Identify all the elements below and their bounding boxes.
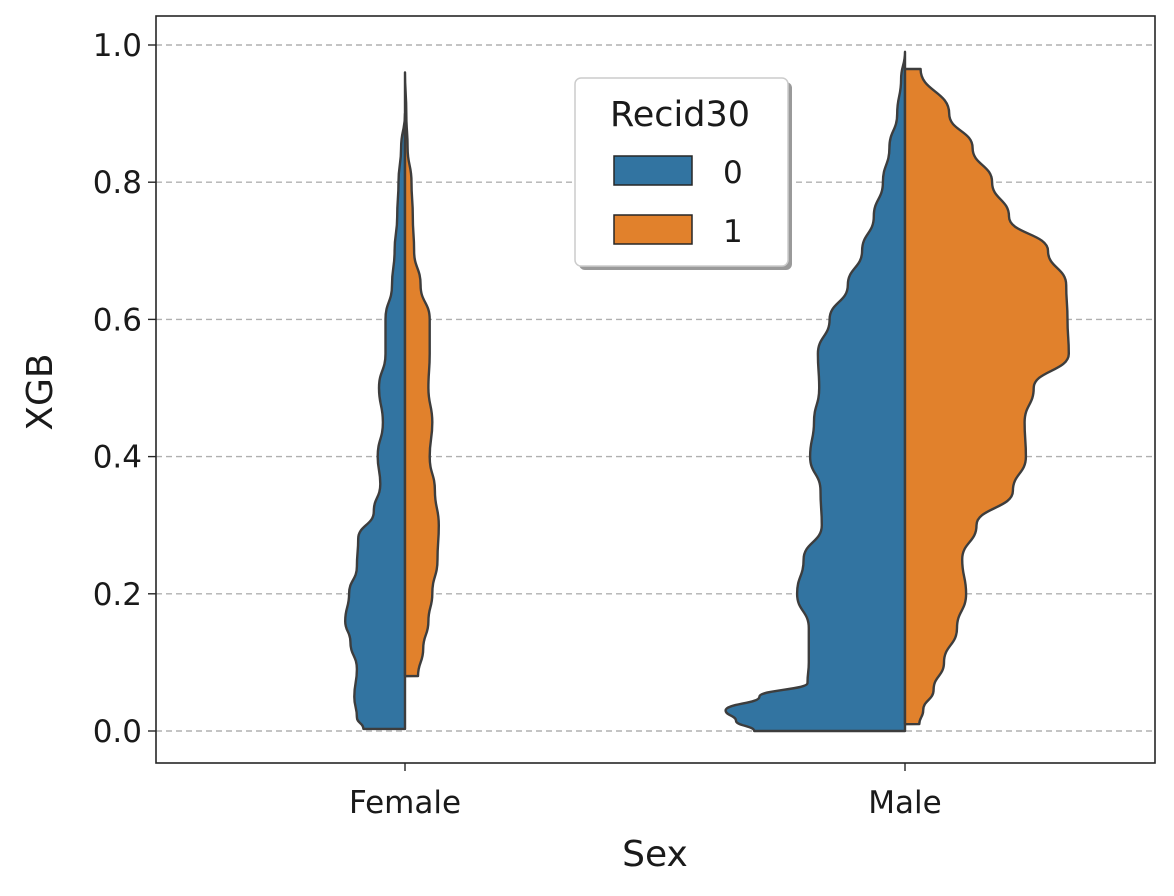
x-axis-label: Sex — [622, 834, 688, 875]
y-tick-label-1: 0.2 — [93, 577, 142, 613]
y-tick-label-4: 0.8 — [93, 165, 142, 201]
y-axis-label: XGB — [20, 353, 61, 430]
violin-female-recid-0 — [344, 112, 407, 731]
y-tick-label-5: 1.0 — [93, 28, 142, 64]
legend-label-0: 0 — [723, 155, 743, 191]
x-tick-label-0: Female — [349, 785, 461, 821]
violin-male-recid-1 — [903, 67, 1070, 726]
x-tick-label-1: Male — [868, 785, 941, 821]
y-tick-label-2: 0.4 — [93, 440, 142, 476]
violin-male-recid-0 — [724, 50, 907, 733]
violins-group — [344, 50, 1070, 733]
x-ticks: Female Male — [349, 763, 942, 821]
legend-swatch-1 — [613, 214, 693, 245]
y-tick-label-3: 0.6 — [93, 302, 142, 338]
legend-title: Recid30 — [610, 95, 750, 135]
violin-female-recid-1 — [403, 71, 440, 678]
y-ticks: 0.0 0.2 0.4 0.6 0.8 1.0 — [93, 28, 156, 750]
legend-label-1: 1 — [723, 214, 743, 250]
legend-swatch-0 — [613, 155, 693, 186]
legend: Recid30 0 1 — [574, 77, 792, 270]
plot-frame — [155, 15, 1156, 764]
y-tick-label-0: 0.0 — [93, 714, 142, 750]
